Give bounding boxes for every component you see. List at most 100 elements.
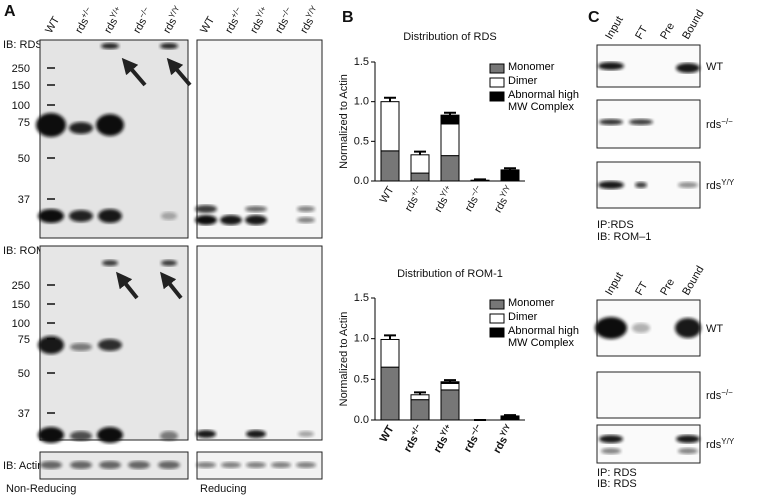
x-tick-label-sup: +/− xyxy=(408,422,422,437)
band xyxy=(69,122,93,134)
lane-label-sup: Y/Y xyxy=(167,3,182,19)
band xyxy=(629,119,653,125)
arrow xyxy=(166,57,192,87)
x-tick-label: WT xyxy=(378,184,397,205)
lane-label: WT xyxy=(43,14,62,35)
band xyxy=(38,427,64,443)
bar-segment xyxy=(380,101,400,152)
legend-label: Dimer xyxy=(508,75,538,87)
x-tick-label-base: rds xyxy=(463,194,481,214)
lane-label-base: WT xyxy=(43,14,62,35)
band xyxy=(297,217,315,223)
legend-swatch xyxy=(489,91,505,102)
bar-segment xyxy=(440,389,460,421)
legend-swatch xyxy=(489,77,505,88)
bar-segment xyxy=(410,399,430,421)
arrow xyxy=(121,57,147,87)
ip-label: IP: RDS xyxy=(597,467,637,479)
error-bar xyxy=(444,111,456,116)
bar-segment xyxy=(440,114,460,125)
band xyxy=(40,461,62,469)
row-label: WT xyxy=(706,61,723,73)
marker-label: 250 xyxy=(12,63,30,75)
lane-label: rdsY/Y xyxy=(159,3,186,35)
y-tick-label: 1.5 xyxy=(354,56,369,68)
band xyxy=(38,336,64,354)
band xyxy=(296,462,316,468)
legend-entry: Abnormal high MW Complex xyxy=(508,89,579,113)
band xyxy=(599,435,623,443)
blot xyxy=(39,39,189,239)
x-tick-label-sup: Y/+ xyxy=(438,183,452,198)
row-label-sup: −/− xyxy=(721,117,733,126)
error-bar xyxy=(444,379,456,382)
row-label-base: rds xyxy=(706,439,722,451)
marker-label: 37 xyxy=(18,194,30,206)
row-label-base: rds xyxy=(706,180,722,192)
band xyxy=(246,462,266,468)
band xyxy=(70,343,92,351)
lane-label: rds−/− xyxy=(271,5,297,36)
x-tick-label: rds−/− xyxy=(461,183,487,214)
lane-label-base: rds xyxy=(298,16,316,36)
bar-segment xyxy=(380,338,400,368)
x-tick-label: rds−/− xyxy=(460,422,487,454)
x-tick-label-sup: Y/+ xyxy=(438,422,452,437)
y-axis-label: Normalized to Actin xyxy=(338,74,350,169)
ip-label: IP:RDS xyxy=(597,219,634,231)
legend-label: Dimer xyxy=(508,311,538,323)
ib-label: IB: RDS xyxy=(597,478,637,490)
lane-label-sup: Y/+ xyxy=(254,4,268,19)
lane-label-sup: −/− xyxy=(137,5,151,20)
band xyxy=(70,461,92,469)
x-tick-label: rds+/− xyxy=(401,183,427,214)
band xyxy=(98,209,122,223)
arrow xyxy=(160,271,183,300)
y-tick-label: 1.0 xyxy=(354,333,369,345)
lane-label: rds+/− xyxy=(71,5,97,36)
lane-label-base: rds xyxy=(73,16,91,36)
lane-label: Pre xyxy=(658,21,677,42)
lane-label-sup: +/− xyxy=(79,5,93,20)
lane-label-base: rds xyxy=(102,16,120,36)
lane-label-base: WT xyxy=(198,14,217,35)
row-label: rdsY/Y xyxy=(706,178,735,193)
error-bar xyxy=(384,334,396,340)
marker-label: 50 xyxy=(18,153,30,165)
band xyxy=(158,461,180,469)
x-tick-label-base: WT xyxy=(378,184,397,205)
lane-label: rdsY/Y xyxy=(296,3,323,35)
legend-swatch xyxy=(489,327,505,338)
y-tick-label: 0.5 xyxy=(354,373,369,385)
marker-label: 75 xyxy=(18,334,30,346)
legend-label: Monomer xyxy=(508,61,555,73)
x-tick-label-sup: Y/Y xyxy=(498,183,513,199)
blot xyxy=(596,371,701,419)
panel-label: B xyxy=(342,9,354,26)
band xyxy=(160,43,178,49)
blot xyxy=(196,39,323,239)
band xyxy=(245,206,267,212)
legend-entry: Abnormal high MW Complex xyxy=(508,325,579,349)
x-tick-label: rdsY/+ xyxy=(429,422,456,455)
y-tick-label: 0.5 xyxy=(354,135,369,147)
x-tick-label-base: rds xyxy=(432,434,451,455)
chart-title: Distribution of ROM-1 xyxy=(397,268,503,280)
band xyxy=(160,431,178,441)
x-tick-label-base: rds xyxy=(491,435,510,456)
band xyxy=(99,461,121,469)
marker-label: 100 xyxy=(12,318,30,330)
band xyxy=(101,43,119,49)
row-label-sup: Y/Y xyxy=(721,178,735,187)
chart-title: Distribution of RDS xyxy=(403,31,497,43)
band xyxy=(70,431,92,441)
band xyxy=(598,62,624,70)
x-tick-label: rdsY/+ xyxy=(430,183,456,214)
marker-label: 50 xyxy=(18,368,30,380)
error-bar xyxy=(504,167,516,170)
y-tick-label: 0.0 xyxy=(354,414,369,426)
error-bar xyxy=(504,414,516,417)
marker-label: 250 xyxy=(12,280,30,292)
lane-label: Bound xyxy=(680,264,706,298)
bar-segment xyxy=(440,382,460,391)
